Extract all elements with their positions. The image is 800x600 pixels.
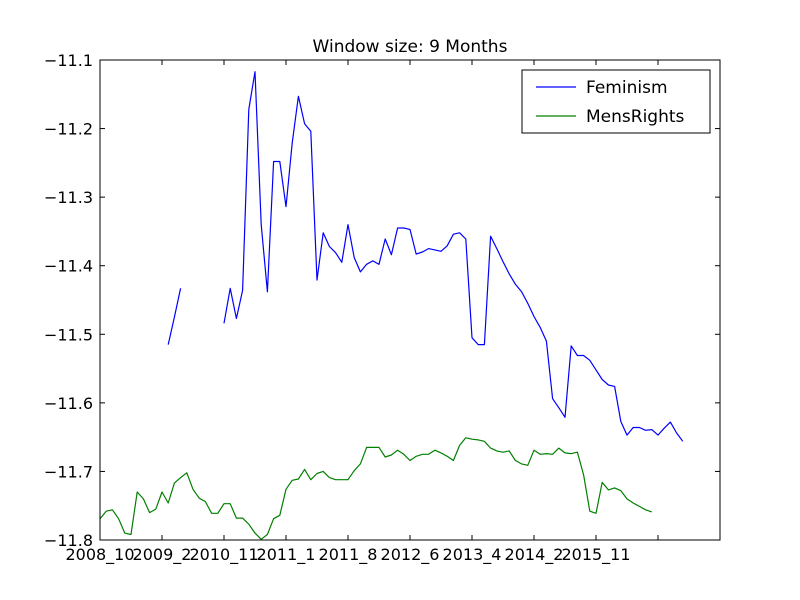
x-tick-label: 2008_10 [65,545,134,565]
x-tick-label: 2012_6 [381,545,440,565]
x-tick-label: 2014_2 [505,545,564,565]
axis-ticks: −11.8 −11.7 −11.6 −11.5 −11.4 −11.3 −11.2 −11.1… [44,51,720,565]
x-tick-label: 2010_11 [189,545,258,565]
y-tick-label: −11.5 [44,325,93,344]
plot-area [99,71,684,540]
y-tick-label: −11.4 [44,257,93,276]
x-tick-label: 2011_8 [319,545,378,565]
legend-box [521,69,711,134]
x-tick-label: 2013_4 [443,545,502,565]
series-line-mensrights-segment-1 [99,437,652,540]
chart-title: Window size: 9 Months [313,37,508,57]
plot-frame [99,59,721,541]
y-tick-label: −11.1 [44,51,93,70]
legend-label-mensrights: MensRights [586,107,685,127]
y-tick-label: −11.6 [44,394,93,413]
x-tick-label: 2009_2 [133,545,192,565]
x-tick-label: 2015_11 [561,545,630,565]
y-tick-label: −11.3 [44,188,93,207]
legend-label-feminism: Feminism [586,78,668,98]
y-tick-label: −11.7 [44,462,93,481]
y-tick-label: −11.8 [44,531,93,550]
series-line-feminism-segment-2 [223,71,684,442]
x-tick-label: 2011_1 [257,545,316,565]
y-tick-label: −11.2 [44,120,93,139]
series-line-feminism-segment-1 [167,288,182,345]
legend: Feminism MensRights [521,69,711,134]
